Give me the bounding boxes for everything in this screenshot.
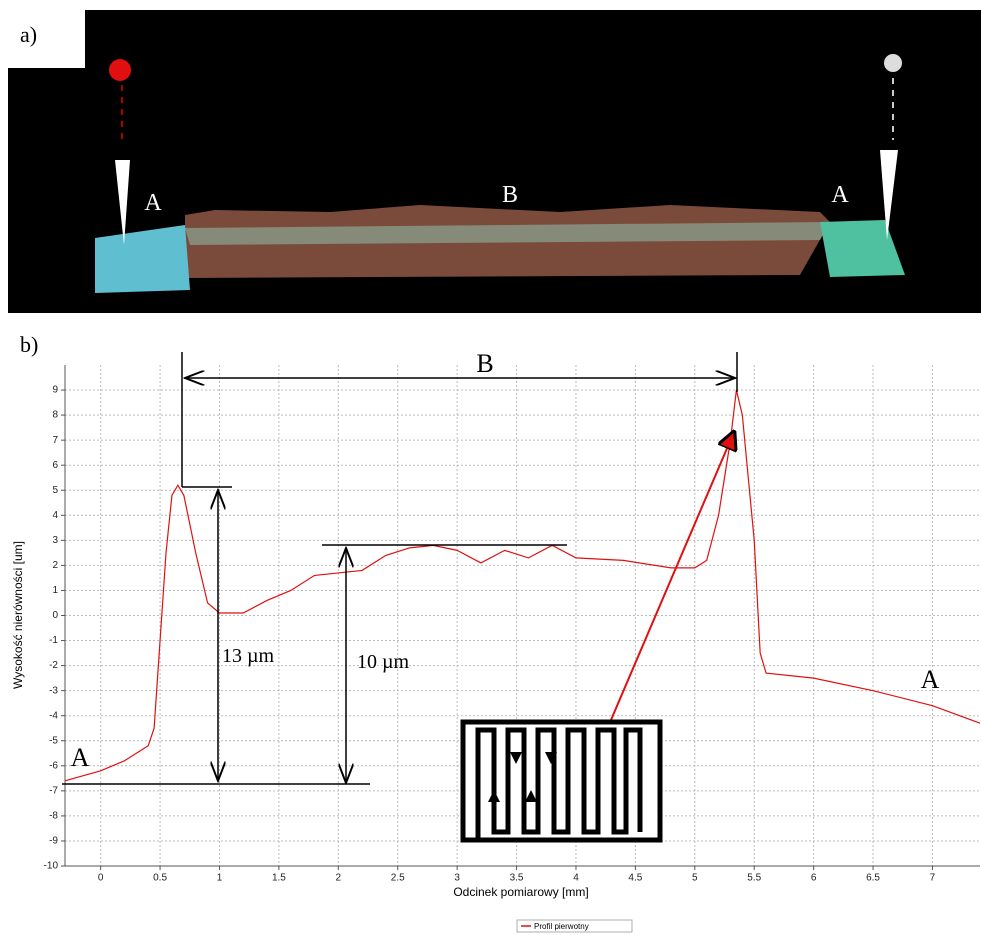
x-tick-label: 3: [454, 873, 460, 884]
y-tick-label: 6: [52, 460, 58, 471]
image-label: B: [502, 182, 518, 208]
annotation: 10 µm: [357, 651, 410, 673]
annotation: B: [476, 349, 493, 378]
y-tick-label: 7: [52, 435, 58, 446]
y-tick-label: -10: [44, 861, 59, 872]
x-tick-label: 4.5: [628, 873, 642, 884]
y-tick-label: 3: [52, 535, 58, 546]
y-tick-label: -9: [49, 836, 58, 847]
x-tick-label: 4: [573, 873, 579, 884]
y-tick-label: 4: [52, 510, 58, 521]
x-tick-label: 5.5: [747, 873, 761, 884]
y-tick-label: 5: [52, 485, 58, 496]
y-tick-label: -3: [49, 685, 58, 696]
y-tick-label: 1: [52, 585, 58, 596]
x-tick-label: 2.5: [391, 873, 405, 884]
annotation: A: [921, 665, 940, 694]
legend: Profil pierwotny: [517, 920, 632, 932]
legend-label: Profil pierwotny: [534, 922, 589, 931]
x-tick-label: 7: [930, 873, 936, 884]
panel-label: a): [20, 22, 37, 47]
x-axis-label: Odcinek pomiarowy [mm]: [453, 885, 588, 899]
y-tick-label: -7: [49, 785, 58, 796]
x-tick-label: 0: [98, 873, 104, 884]
x-tick-label: 5: [692, 873, 698, 884]
x-tick-label: 1.5: [272, 873, 286, 884]
x-tick-label: 3.5: [510, 873, 524, 884]
x-tick-label: 2: [336, 873, 342, 884]
x-tick-label: 0.5: [153, 873, 167, 884]
annotation: 13 µm: [222, 645, 275, 667]
y-axis-label: Wysokość nierówności [um]: [11, 541, 25, 689]
annotations: [62, 352, 737, 784]
image-label: A: [831, 182, 849, 208]
image-label: A: [144, 190, 162, 216]
annotation: A: [71, 743, 90, 772]
panel-label: b): [20, 332, 38, 357]
y-tick-label: -4: [49, 710, 58, 721]
y-tick-label: 8: [52, 410, 58, 421]
x-tick-label: 6: [811, 873, 817, 884]
y-tick-label: 0: [52, 610, 58, 621]
y-tick-label: -6: [49, 760, 58, 771]
y-tick-label: -2: [49, 660, 58, 671]
y-tick-label: 2: [52, 560, 58, 571]
figure: a) A B A b) -10-9-8-7-6-5-4-3-2-10123456…: [0, 0, 981, 935]
x-tick-label: 1: [217, 873, 223, 884]
y-tick-label: -5: [49, 735, 58, 746]
y-tick-label: 9: [52, 385, 58, 396]
y-tick-label: -1: [49, 635, 58, 646]
x-tick-label: 6.5: [866, 873, 880, 884]
serpentine-diagram: [463, 722, 660, 840]
surface-image: [0, 0, 981, 313]
y-tick-label: -8: [49, 811, 58, 822]
